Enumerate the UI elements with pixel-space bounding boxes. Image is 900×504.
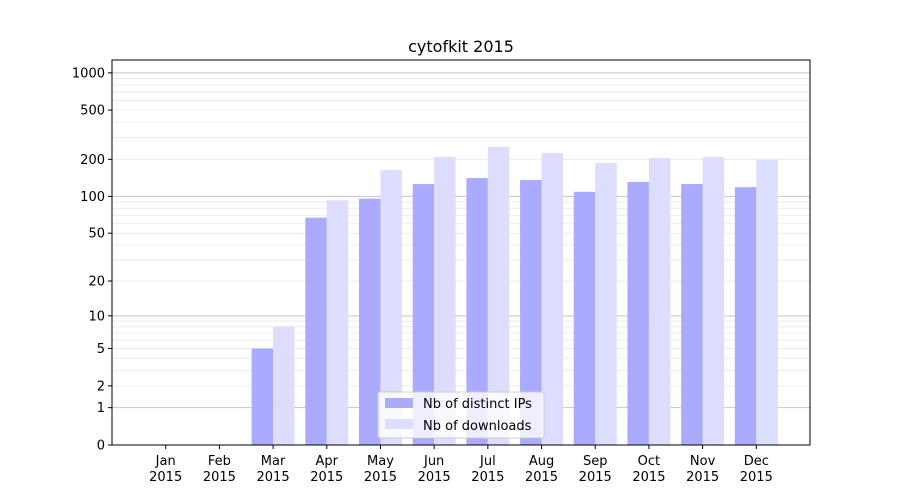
x-axis: Jan 2015 Feb 2015 Mar 2015 Apr 2015 May 2015 Jun 20…: [149, 445, 773, 485]
bar-downloads: [541, 153, 564, 445]
y-tick-label: 1: [97, 401, 105, 416]
plot-frame: [111, 59, 811, 446]
bar-downloads: [380, 169, 402, 446]
y-tick-label: 10: [88, 309, 105, 324]
bar-downloads: [326, 200, 349, 445]
y-tick-label: 5: [97, 342, 105, 357]
chart-title: cytofkit 2015: [408, 37, 514, 56]
x-tick-label: May 2015: [364, 454, 397, 485]
x-tick-label: Sep 2015: [579, 454, 612, 485]
y-tick-label: 1000: [72, 66, 105, 81]
x-tick-label: Jun 2015: [418, 454, 451, 485]
x-tick-label: Apr 2015: [310, 454, 343, 485]
legend-label-distinct-ips: Nb of distinct IPs: [423, 397, 532, 412]
y-tick-label: 20: [88, 275, 105, 290]
bar-downloads: [273, 326, 295, 445]
bar-distinct-ips: [734, 187, 757, 445]
legend-swatch-distinct-ips: [385, 398, 413, 408]
x-tick-label: Feb 2015: [203, 454, 236, 485]
bar-distinct-ips: [358, 198, 381, 445]
y-tick-label: 100: [80, 190, 105, 205]
x-tick-label: Dec 2015: [740, 454, 773, 485]
bar-distinct-ips: [466, 178, 488, 446]
y-tick-label: 0: [97, 439, 105, 454]
y-tick-label: 2: [97, 379, 105, 394]
bar-distinct-ips: [520, 179, 542, 445]
bar-downloads: [434, 156, 456, 445]
x-tick-label: Oct 2015: [632, 454, 665, 485]
y-tick-label: 50: [88, 227, 105, 242]
legend-box: [377, 391, 545, 439]
bar-distinct-ips: [251, 348, 274, 445]
x-tick-label: Aug 2015: [525, 454, 558, 485]
bar-downloads: [756, 159, 778, 445]
x-tick-label: Jan 2015: [149, 454, 182, 485]
x-tick-label: Mar 2015: [257, 454, 290, 485]
y-tick-label: 500: [80, 104, 105, 119]
bar-downloads: [487, 146, 510, 445]
x-tick-label: Jul 2015: [471, 454, 504, 485]
y-tick-label: 200: [80, 153, 105, 168]
bar-distinct-ips: [573, 191, 596, 445]
bar-distinct-ips: [627, 181, 649, 445]
bar-distinct-ips: [305, 217, 327, 445]
legend: Nb of distinct IPs Nb of downloads: [377, 391, 545, 439]
x-tick-label: Nov 2015: [686, 454, 719, 485]
legend-swatch-downloads: [385, 419, 413, 429]
bar-downloads: [595, 162, 617, 445]
bar-downloads: [702, 156, 725, 445]
bars: [251, 146, 778, 446]
y-axis: 0 1 2 5 10 20 50 100 200 500 1000: [72, 66, 112, 454]
legend-label-downloads: Nb of downloads: [423, 419, 532, 434]
bar-distinct-ips: [412, 184, 435, 446]
bar-downloads: [648, 158, 671, 445]
bar-distinct-ips: [681, 184, 703, 446]
